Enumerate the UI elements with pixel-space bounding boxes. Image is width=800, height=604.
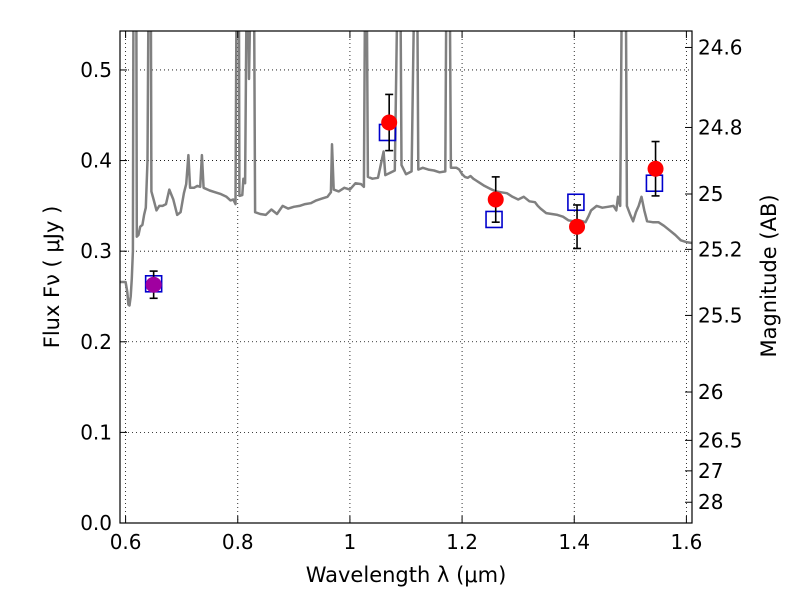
- y-tick-label: 0.0: [80, 511, 112, 535]
- spectrum-line: [120, 31, 692, 307]
- mag-tick-label: 24.8: [698, 115, 743, 139]
- y-tick-label: 0.4: [80, 149, 112, 173]
- data-layer: [120, 31, 692, 307]
- model-square-marker: [485, 210, 503, 229]
- x-tick-label: 1: [344, 530, 357, 554]
- y2-axis-title: Magnitude (AB): [757, 194, 781, 357]
- mag-tick-label: 25: [698, 182, 723, 206]
- x-tick-label: 0.6: [110, 530, 142, 554]
- mag-tick-label: 24.6: [698, 35, 743, 59]
- plot-area: [120, 31, 692, 523]
- mag-tick-label: 26.5: [698, 428, 743, 452]
- mag-tick-label: 28: [698, 490, 723, 514]
- observed-flux-marker: [647, 160, 664, 177]
- observed-flux-marker: [381, 114, 398, 131]
- observed-flux-marker: [145, 276, 162, 293]
- plot-frame: [119, 30, 693, 524]
- mag-tick-label: 26: [698, 380, 723, 404]
- tick-labels: 0.6 0.8 1 1.2 1.4 1.6 0.0 0.1 0.2 0.3 0.4 0.5 24.6 24…: [80, 35, 742, 554]
- axes-frame: [119, 30, 693, 524]
- x-tick-label: 1.4: [558, 530, 590, 554]
- observed-flux-marker: [569, 218, 586, 235]
- y-axis-title: Flux Fν ( μJy ): [40, 206, 64, 349]
- mag-tick-label: 25.5: [698, 303, 743, 327]
- y-tick-label: 0.5: [80, 58, 112, 82]
- mag-tick-label: 25.2: [698, 237, 743, 261]
- x-axis-title: Wavelength λ (μm): [306, 563, 507, 587]
- y-tick-label: 0.2: [80, 330, 112, 354]
- x-tick-label: 1.2: [446, 530, 478, 554]
- y-tick-label: 0.1: [80, 420, 112, 444]
- mag-tick-label: 27: [698, 459, 723, 483]
- x-tick-label: 0.8: [222, 530, 254, 554]
- model-square-marker: [567, 193, 585, 212]
- observed-flux-marker: [487, 191, 504, 208]
- x-tick-label: 1.6: [670, 530, 702, 554]
- y-tick-label: 0.3: [80, 239, 112, 263]
